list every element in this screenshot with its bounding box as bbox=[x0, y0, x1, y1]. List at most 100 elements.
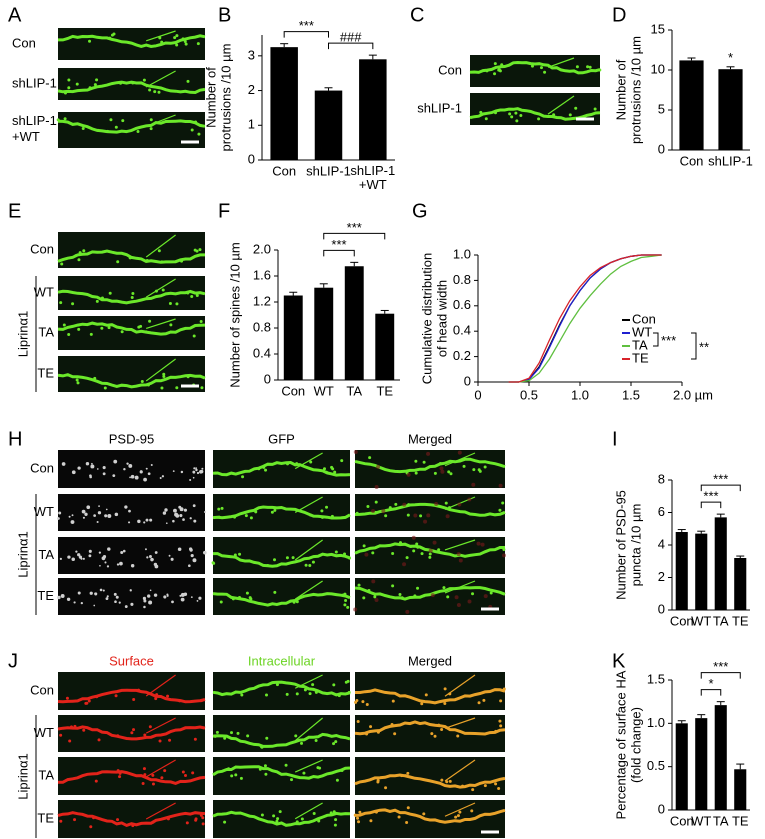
spine bbox=[311, 560, 315, 564]
red-signal bbox=[364, 552, 369, 557]
spine bbox=[158, 739, 162, 743]
branch bbox=[145, 802, 176, 820]
spine bbox=[537, 117, 541, 121]
spine bbox=[184, 42, 188, 46]
red-signal bbox=[430, 593, 435, 598]
spine bbox=[437, 723, 441, 727]
spine bbox=[332, 810, 336, 814]
y-tick-label: 0.5 bbox=[647, 758, 665, 773]
spine bbox=[175, 43, 179, 47]
branch bbox=[145, 717, 176, 734]
spine bbox=[223, 736, 227, 740]
spine bbox=[290, 778, 294, 782]
puncta bbox=[171, 600, 174, 604]
bar bbox=[675, 532, 688, 610]
red-signal bbox=[483, 594, 488, 599]
spine bbox=[264, 693, 268, 697]
spine bbox=[158, 36, 162, 40]
puncta bbox=[180, 470, 184, 474]
y-tick-label: 2.0 bbox=[253, 241, 271, 256]
puncta bbox=[71, 514, 74, 517]
bar bbox=[734, 769, 747, 810]
spine bbox=[303, 688, 307, 692]
puncta bbox=[165, 522, 168, 525]
spine bbox=[304, 563, 308, 567]
spine bbox=[470, 809, 474, 813]
spine bbox=[343, 552, 347, 556]
micrograph bbox=[213, 672, 350, 710]
y-tick-label: 1.2 bbox=[253, 293, 271, 308]
x-tick-label: WT bbox=[314, 383, 334, 398]
spine bbox=[419, 514, 423, 518]
puncta bbox=[139, 470, 143, 474]
micrograph bbox=[58, 450, 205, 488]
y-tick-label: 1.0 bbox=[453, 246, 471, 261]
spine bbox=[454, 815, 458, 819]
red-signal bbox=[467, 599, 472, 604]
branch bbox=[145, 358, 176, 382]
puncta bbox=[70, 520, 75, 524]
spine bbox=[82, 249, 86, 253]
micrograph bbox=[355, 757, 505, 795]
significance: *** bbox=[347, 220, 362, 235]
spine bbox=[442, 586, 446, 590]
spine bbox=[245, 591, 249, 595]
spine bbox=[456, 734, 460, 738]
row-label: Con bbox=[438, 62, 462, 77]
puncta bbox=[179, 514, 183, 518]
branch bbox=[547, 95, 575, 115]
spine bbox=[77, 327, 81, 331]
spine bbox=[412, 549, 416, 553]
spine bbox=[195, 294, 199, 298]
spine bbox=[155, 693, 159, 697]
branch bbox=[145, 234, 176, 258]
group-label: Liprinα1 bbox=[15, 753, 30, 800]
panel-letter: H bbox=[8, 428, 22, 450]
dendrite bbox=[57, 811, 206, 828]
puncta bbox=[163, 595, 167, 599]
puncta bbox=[193, 467, 196, 470]
spine bbox=[157, 90, 161, 94]
spine bbox=[162, 375, 166, 379]
spine bbox=[368, 456, 372, 460]
spine bbox=[568, 113, 572, 117]
spine bbox=[139, 324, 143, 328]
puncta bbox=[148, 555, 152, 559]
spine bbox=[391, 584, 395, 588]
spine bbox=[118, 771, 122, 775]
spine bbox=[428, 552, 432, 556]
spine bbox=[391, 699, 395, 703]
y-tick-label: 1.0 bbox=[647, 715, 665, 730]
puncta bbox=[102, 472, 106, 476]
spine bbox=[510, 115, 514, 119]
spine bbox=[116, 734, 120, 738]
puncta bbox=[189, 517, 192, 520]
spine bbox=[259, 745, 263, 749]
puncta bbox=[149, 518, 153, 522]
puncta bbox=[177, 547, 182, 552]
puncta bbox=[196, 471, 200, 475]
spine bbox=[317, 819, 321, 823]
x-tick-label: WT bbox=[691, 813, 711, 828]
spine bbox=[461, 784, 465, 788]
red-signal bbox=[353, 450, 358, 455]
dendrite bbox=[212, 810, 351, 827]
puncta bbox=[124, 605, 128, 608]
branch bbox=[444, 539, 476, 551]
x-tick-label: 0.5 bbox=[520, 387, 538, 402]
puncta bbox=[128, 521, 131, 524]
branch bbox=[294, 717, 323, 742]
branch bbox=[444, 759, 476, 782]
significance-bracket bbox=[323, 249, 355, 257]
spine bbox=[414, 459, 418, 463]
spine bbox=[346, 679, 350, 683]
puncta bbox=[78, 555, 83, 559]
spine bbox=[446, 595, 450, 599]
red-signal bbox=[426, 451, 431, 456]
spine bbox=[494, 782, 498, 786]
spine bbox=[508, 112, 512, 116]
spine bbox=[148, 319, 152, 323]
spine bbox=[108, 36, 112, 40]
micrograph bbox=[58, 232, 205, 268]
puncta bbox=[130, 564, 135, 568]
